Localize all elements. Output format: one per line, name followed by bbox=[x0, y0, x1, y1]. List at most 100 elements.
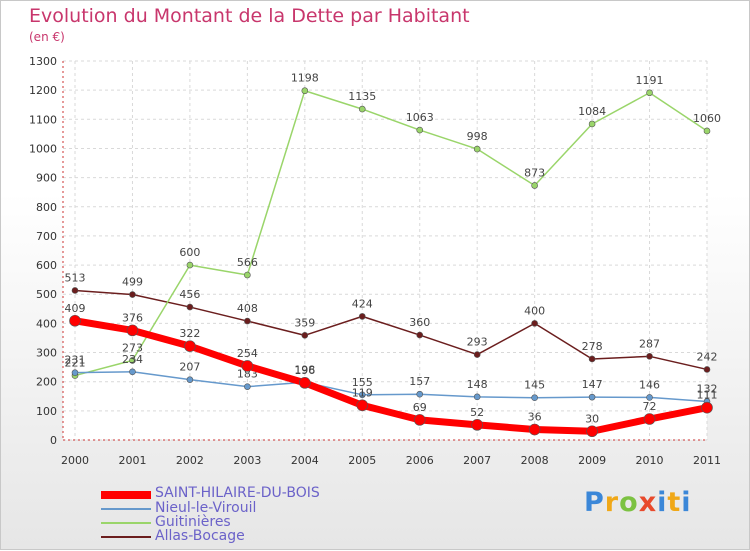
data-label-nieul-le-virouil: 198 bbox=[294, 363, 315, 376]
data-label-allas-bocage: 287 bbox=[639, 337, 660, 350]
data-point-saint-hilaire-du-bois bbox=[184, 340, 196, 352]
data-label-guitini-res: 1191 bbox=[636, 74, 664, 87]
x-tick-label: 2005 bbox=[348, 454, 376, 467]
y-tick-label: 0 bbox=[50, 434, 57, 447]
data-label-saint-hilaire-du-bois: 52 bbox=[470, 406, 484, 419]
x-tick-label: 2008 bbox=[521, 454, 549, 467]
data-label-guitini-res: 221 bbox=[65, 357, 86, 370]
data-point-saint-hilaire-du-bois bbox=[586, 425, 598, 438]
data-label-guitini-res: 566 bbox=[237, 256, 258, 269]
data-point-guitini-res bbox=[646, 89, 653, 97]
data-label-allas-bocage: 424 bbox=[352, 297, 373, 310]
legend-item-guitinieres: Guitinières bbox=[101, 514, 361, 531]
data-label-allas-bocage: 400 bbox=[524, 304, 545, 317]
data-label-nieul-le-virouil: 155 bbox=[352, 376, 373, 389]
legend-item-nieul: Nieul-le-Virouil bbox=[101, 500, 361, 517]
data-label-saint-hilaire-du-bois: 376 bbox=[122, 311, 143, 324]
data-label-guitini-res: 1135 bbox=[348, 90, 376, 103]
y-tick-label: 1300 bbox=[29, 55, 57, 68]
data-point-allas-bocage bbox=[186, 303, 194, 311]
data-label-nieul-le-virouil: 234 bbox=[122, 353, 143, 366]
data-label-guitini-res: 1084 bbox=[578, 105, 606, 118]
data-point-saint-hilaire-du-bois bbox=[471, 419, 483, 431]
series-line-saint-hilaire-du-bois bbox=[71, 317, 711, 435]
data-label-nieul-le-virouil: 148 bbox=[467, 378, 488, 391]
data-point-guitini-res bbox=[416, 126, 424, 134]
data-point-allas-bocage bbox=[531, 320, 538, 327]
data-point-nieul-le-virouil bbox=[129, 368, 136, 376]
data-label-nieul-le-virouil: 207 bbox=[179, 361, 200, 374]
y-tick-label: 600 bbox=[36, 259, 57, 272]
data-point-nieul-le-virouil bbox=[646, 394, 653, 401]
data-label-saint-hilaire-du-bois: 409 bbox=[65, 302, 86, 315]
data-label-guitini-res: 1198 bbox=[291, 72, 319, 85]
data-label-guitini-res: 273 bbox=[122, 341, 143, 354]
data-point-guitini-res bbox=[358, 105, 366, 113]
data-point-guitini-res bbox=[703, 127, 711, 135]
data-point-saint-hilaire-du-bois bbox=[413, 414, 426, 426]
x-tick-label: 2010 bbox=[636, 454, 664, 467]
data-point-allas-bocage bbox=[358, 313, 366, 320]
data-point-nieul-le-virouil bbox=[473, 393, 481, 401]
data-label-allas-bocage: 242 bbox=[697, 350, 718, 363]
x-tick-label: 2002 bbox=[176, 454, 204, 467]
data-label-allas-bocage: 456 bbox=[179, 288, 200, 301]
data-point-allas-bocage bbox=[71, 287, 79, 294]
legend-swatch-nieul bbox=[101, 508, 151, 510]
series-line-allas-bocage bbox=[74, 289, 708, 371]
data-point-saint-hilaire-du-bois bbox=[126, 324, 139, 337]
data-label-nieul-le-virouil: 231 bbox=[65, 354, 86, 367]
legend-label-guitinieres: Guitinières bbox=[155, 514, 231, 530]
data-point-saint-hilaire-du-bois bbox=[241, 360, 254, 372]
y-tick-label: 100 bbox=[36, 405, 57, 418]
x-tick-label: 2009 bbox=[578, 454, 606, 467]
data-point-guitini-res bbox=[129, 357, 136, 364]
legend-label-nieul: Nieul-le-Virouil bbox=[155, 500, 257, 516]
x-tick-label: 2001 bbox=[118, 454, 146, 467]
x-tick-label: 2000 bbox=[61, 454, 89, 467]
data-label-guitini-res: 1063 bbox=[406, 111, 434, 124]
y-tick-label: 200 bbox=[36, 376, 57, 389]
data-point-saint-hilaire-du-bois bbox=[701, 401, 713, 414]
data-label-guitini-res: 873 bbox=[524, 166, 545, 179]
series-line-guitini-res bbox=[74, 89, 708, 377]
data-point-saint-hilaire-du-bois bbox=[299, 377, 311, 389]
data-point-nieul-le-virouil bbox=[416, 390, 424, 398]
chart-title: Evolution du Montant de la Dette par Hab… bbox=[29, 5, 470, 27]
y-tick-label: 500 bbox=[36, 288, 57, 301]
data-label-nieul-le-virouil: 147 bbox=[582, 378, 603, 391]
data-point-nieul-le-virouil bbox=[186, 376, 194, 383]
data-label-guitini-res: 998 bbox=[467, 130, 488, 143]
data-label-guitini-res: 600 bbox=[179, 246, 200, 259]
data-label-saint-hilaire-du-bois: 69 bbox=[413, 401, 427, 414]
data-label-allas-bocage: 513 bbox=[65, 271, 86, 284]
data-label-saint-hilaire-du-bois: 72 bbox=[643, 400, 657, 413]
data-label-allas-bocage: 359 bbox=[294, 316, 315, 329]
y-tick-label: 800 bbox=[36, 201, 57, 214]
data-label-saint-hilaire-du-bois: 119 bbox=[352, 386, 373, 399]
data-label-saint-hilaire-du-bois: 254 bbox=[237, 347, 258, 360]
data-point-allas-bocage bbox=[416, 331, 424, 339]
legend-swatch-saint-hilaire bbox=[101, 491, 151, 499]
legend-label-allas: Allas-Bocage bbox=[155, 528, 245, 544]
y-tick-label: 300 bbox=[36, 347, 57, 360]
data-label-saint-hilaire-du-bois: 36 bbox=[528, 411, 542, 424]
data-point-allas-bocage bbox=[588, 355, 596, 363]
y-tick-label: 1000 bbox=[29, 142, 57, 155]
data-label-nieul-le-virouil: 132 bbox=[697, 383, 718, 396]
data-point-nieul-le-virouil bbox=[244, 383, 251, 390]
x-tick-label: 2007 bbox=[463, 454, 491, 467]
data-label-nieul-le-virouil: 146 bbox=[639, 378, 660, 391]
data-point-saint-hilaire-du-bois bbox=[69, 314, 81, 327]
y-tick-label: 1200 bbox=[29, 84, 57, 97]
data-label-allas-bocage: 408 bbox=[237, 302, 258, 315]
data-point-allas-bocage bbox=[129, 291, 136, 298]
data-point-saint-hilaire-du-bois bbox=[528, 423, 541, 436]
data-label-allas-bocage: 293 bbox=[467, 336, 488, 349]
x-tick-label: 2004 bbox=[291, 454, 319, 467]
data-label-saint-hilaire-du-bois: 30 bbox=[585, 412, 599, 425]
data-point-allas-bocage bbox=[301, 332, 309, 339]
data-point-allas-bocage bbox=[473, 351, 481, 358]
